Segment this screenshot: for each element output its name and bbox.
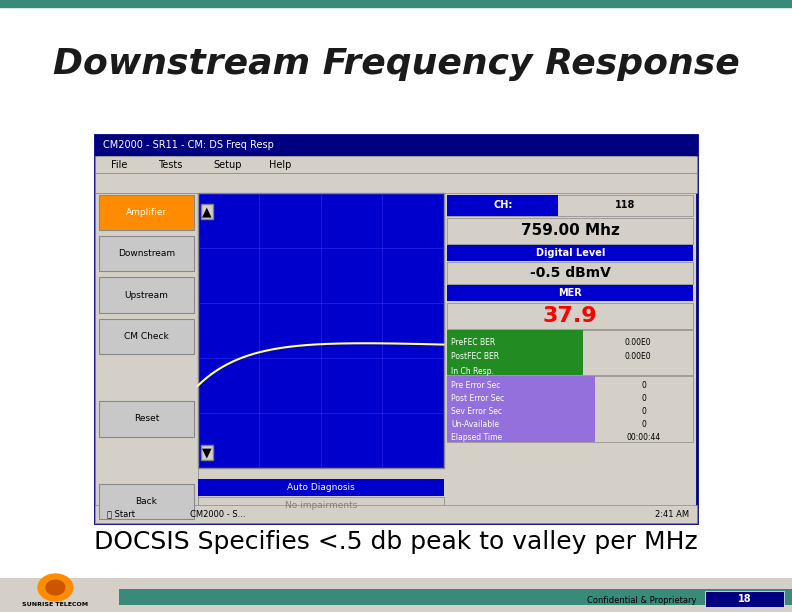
- Bar: [95, 135, 697, 156]
- Bar: [447, 285, 693, 301]
- Bar: [447, 262, 693, 284]
- Text: MER: MER: [558, 288, 582, 298]
- Circle shape: [46, 580, 65, 595]
- Bar: [99, 195, 194, 230]
- Bar: [99, 236, 194, 271]
- Text: 0: 0: [642, 394, 646, 403]
- Text: 0: 0: [642, 381, 646, 389]
- Bar: [447, 303, 693, 329]
- Text: Elapsed Time: Elapsed Time: [451, 433, 503, 442]
- Text: 0: 0: [642, 407, 646, 416]
- Text: Confidential & Proprietary: Confidential & Proprietary: [588, 597, 697, 605]
- Bar: [447, 376, 595, 442]
- Bar: [198, 479, 444, 496]
- Text: Pre Error Sec: Pre Error Sec: [451, 381, 501, 389]
- Text: Amplifier: Amplifier: [126, 208, 167, 217]
- Text: SUNRISE TELECOM: SUNRISE TELECOM: [22, 602, 89, 607]
- Bar: [95, 135, 697, 523]
- Circle shape: [38, 574, 73, 601]
- Bar: [0, 578, 792, 612]
- Text: No impairments: No impairments: [284, 501, 357, 510]
- Bar: [198, 497, 444, 514]
- Text: 0.00E0: 0.00E0: [624, 338, 651, 347]
- Text: 759.00 Mhz: 759.00 Mhz: [521, 223, 619, 238]
- Text: Un-Available: Un-Available: [451, 420, 500, 429]
- Text: 00:00:44: 00:00:44: [626, 433, 661, 442]
- Text: -0.5 dBmV: -0.5 dBmV: [530, 266, 611, 280]
- Text: Post Error Sec: Post Error Sec: [451, 394, 505, 403]
- Text: Downstream: Downstream: [118, 249, 175, 258]
- Text: Reset: Reset: [134, 414, 159, 424]
- Bar: [99, 401, 194, 436]
- Bar: [447, 195, 693, 216]
- Text: CH:: CH:: [493, 200, 512, 211]
- Bar: [95, 173, 697, 193]
- Text: Sev Error Sec: Sev Error Sec: [451, 407, 502, 416]
- Text: 118: 118: [615, 200, 636, 211]
- Text: CM2000 - SR11 - CM: DS Freq Resp: CM2000 - SR11 - CM: DS Freq Resp: [103, 140, 274, 151]
- Bar: [0, 0, 792, 7]
- Text: In Ch Resp.: In Ch Resp.: [451, 367, 494, 376]
- Text: CM2000 - S...: CM2000 - S...: [190, 510, 246, 518]
- Bar: [447, 330, 583, 375]
- Text: File: File: [111, 160, 128, 170]
- Text: Tests: Tests: [158, 160, 183, 170]
- Text: DOCSIS Specifies <.5 db peak to valley per MHz: DOCSIS Specifies <.5 db peak to valley p…: [94, 529, 698, 554]
- Text: 0: 0: [642, 420, 646, 429]
- Bar: [447, 330, 693, 375]
- Text: Back: Back: [135, 497, 158, 506]
- Text: 🪟 Start: 🪟 Start: [107, 510, 135, 518]
- Bar: [198, 193, 444, 468]
- Text: CM Check: CM Check: [124, 332, 169, 341]
- Text: Setup: Setup: [214, 160, 242, 170]
- Text: ▼: ▼: [202, 446, 211, 459]
- Text: Upstream: Upstream: [124, 291, 169, 299]
- Bar: [119, 589, 792, 605]
- Text: 37.9: 37.9: [543, 306, 597, 326]
- Text: Help: Help: [269, 160, 291, 170]
- Bar: [99, 484, 194, 519]
- Bar: [447, 245, 693, 261]
- Bar: [95, 193, 198, 523]
- Text: ▲: ▲: [202, 205, 211, 218]
- Bar: [99, 277, 194, 313]
- Bar: [447, 195, 558, 216]
- Text: PostFEC BER: PostFEC BER: [451, 353, 500, 362]
- Text: 0.00E0: 0.00E0: [624, 353, 651, 362]
- Text: 18: 18: [737, 594, 752, 603]
- Bar: [95, 156, 697, 173]
- Bar: [447, 376, 693, 442]
- Bar: [705, 591, 784, 607]
- Text: PreFEC BER: PreFEC BER: [451, 338, 496, 347]
- Text: Downstream Frequency Response: Downstream Frequency Response: [52, 47, 740, 81]
- Bar: [99, 319, 194, 354]
- Text: 2:41 AM: 2:41 AM: [655, 510, 689, 518]
- Bar: [447, 218, 693, 244]
- Text: Auto Diagnosis: Auto Diagnosis: [287, 483, 355, 491]
- Text: Digital Level: Digital Level: [535, 248, 605, 258]
- Bar: [95, 505, 697, 523]
